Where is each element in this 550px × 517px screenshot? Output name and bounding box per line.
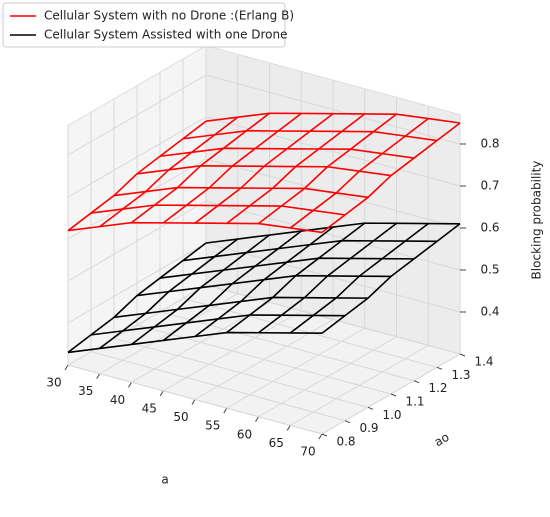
x-tick: [318, 433, 323, 440]
y-tick: [413, 380, 420, 384]
mesh-line: [162, 230, 302, 342]
x-tick: [96, 373, 101, 379]
x-tick-label: 30: [46, 376, 61, 390]
grid-line: [113, 337, 369, 408]
x-tick-label: 70: [300, 445, 315, 459]
x-axis-label: a: [161, 473, 168, 487]
x-tick: [191, 399, 196, 405]
x-tick-label: 60: [237, 427, 252, 441]
grid-line: [67, 242, 207, 324]
x-tick: [159, 390, 164, 397]
x-tick: [286, 425, 291, 431]
mesh-line: [226, 113, 366, 224]
y-tick-label: 0.9: [359, 421, 378, 435]
y-tick: [367, 406, 374, 410]
grid-line: [67, 200, 207, 282]
mesh-line: [321, 223, 461, 334]
x-tick-label: 55: [205, 419, 220, 433]
mesh-line: [194, 226, 334, 338]
y-tick: [321, 433, 328, 437]
x-tick-label: 50: [173, 410, 188, 424]
y-tick-label: 1.3: [451, 368, 470, 382]
legend: Cellular System with no Drone :(Erlang B…: [2, 2, 294, 48]
mesh-line: [99, 238, 239, 350]
mesh-line: [258, 113, 397, 225]
z-tick-label: 0.7: [480, 179, 499, 193]
y-tick: [459, 353, 466, 357]
grid-line: [136, 324, 392, 395]
y-tick: [344, 420, 351, 424]
legend-label: Cellular System with no Drone :(Erlang B…: [44, 9, 294, 23]
grid-line: [205, 242, 461, 313]
x-tick: [223, 407, 228, 414]
mesh-line: [131, 234, 270, 346]
x-tick-label: 45: [142, 401, 157, 415]
grid-line: [159, 311, 415, 382]
x-tick-label: 35: [78, 384, 93, 398]
mesh-line: [289, 117, 429, 229]
grid-line: [205, 200, 461, 271]
x-tick: [128, 381, 132, 388]
y-tick-label: 1.0: [382, 408, 401, 422]
x-tick: [64, 364, 69, 371]
y-tick-label: 1.4: [474, 355, 493, 369]
mesh-line: [99, 116, 239, 228]
mesh-line: [162, 112, 302, 224]
mesh-line: [194, 113, 334, 224]
z-axis-label: Blocking probability: [530, 161, 544, 280]
mesh-line: [67, 120, 207, 232]
y-tick: [436, 366, 443, 370]
y-axis-label: ao: [432, 430, 452, 449]
y-tick-label: 0.8: [336, 435, 355, 449]
z-tick-label: 0.6: [480, 221, 499, 235]
grid-line: [67, 116, 207, 198]
x-tick-label: 40: [110, 393, 125, 407]
mesh-line: [131, 112, 270, 224]
mesh-line: [289, 222, 429, 334]
mesh-line: [258, 222, 397, 334]
grid-line: [205, 284, 461, 355]
legend-box: [2, 2, 286, 48]
grid-line: [90, 351, 346, 422]
z-tick-label: 0.5: [480, 263, 499, 277]
legend-label: Cellular System Assisted with one Drone: [44, 28, 288, 42]
mesh-line: [321, 122, 461, 234]
y-tick-label: 1.1: [405, 395, 424, 409]
grid-line: [205, 158, 461, 229]
y-tick-label: 1.2: [428, 381, 447, 395]
grid-line: [67, 364, 323, 435]
grid-line: [205, 74, 461, 145]
grid-line: [67, 74, 207, 156]
y-tick: [390, 393, 397, 397]
z-tick-label: 0.8: [480, 137, 499, 151]
mesh-line: [67, 242, 207, 354]
z-tick-label: 0.4: [480, 305, 499, 319]
mesh-line: [226, 222, 366, 334]
x-tick-label: 65: [269, 436, 284, 450]
x-tick: [255, 416, 259, 423]
